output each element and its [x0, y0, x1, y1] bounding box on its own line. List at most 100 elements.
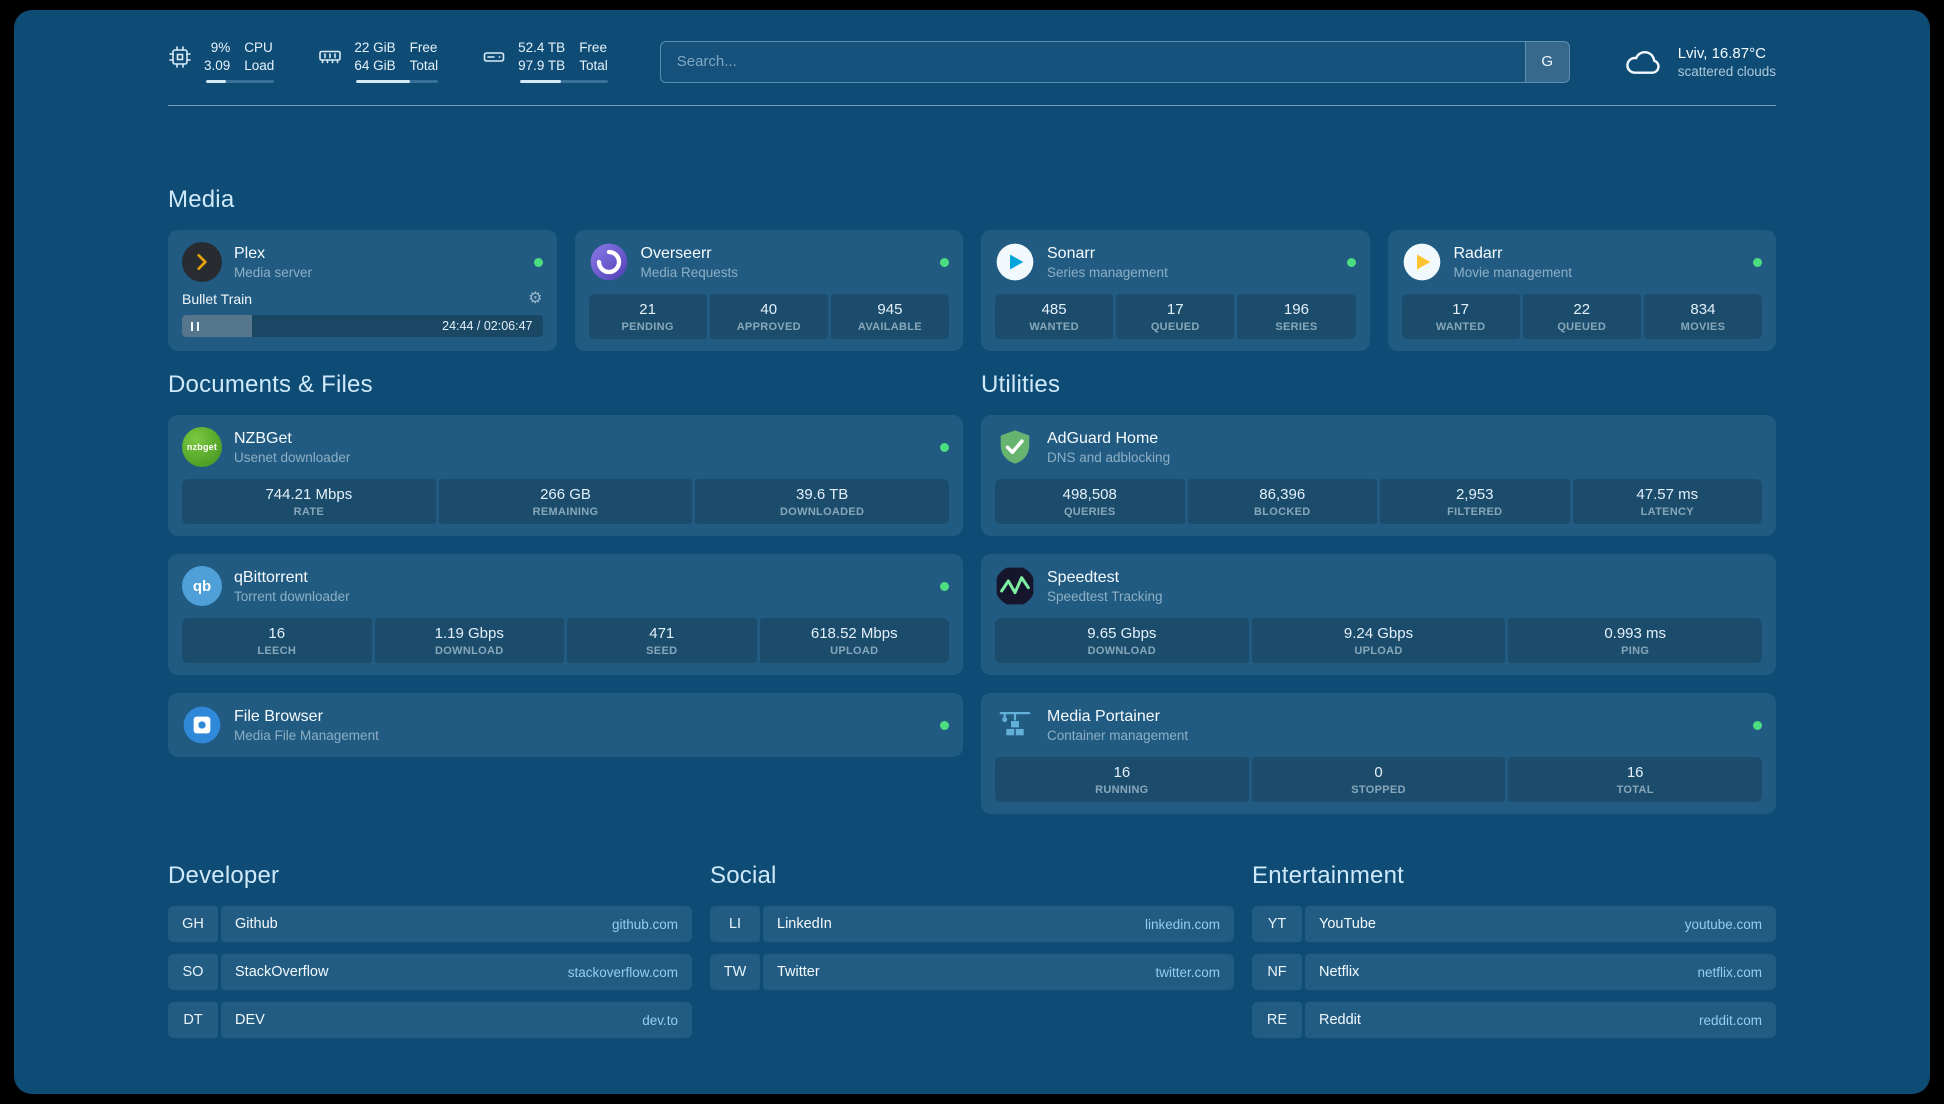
service-card-filebrowser[interactable]: File Browser Media File Management [168, 693, 963, 757]
service-name: File Browser [234, 707, 323, 725]
service-card-nzbget[interactable]: nzbget NZBGet Usenet downloader 744.21 M… [168, 415, 963, 536]
status-dot [1753, 257, 1762, 267]
topbar-divider [168, 105, 1776, 106]
bookmark-dev[interactable]: DT DEV dev.to [168, 1002, 692, 1038]
bookmark-domain: youtube.com [1684, 916, 1762, 932]
bookmarks-section: Developer GH Github github.com SO StackOv… [168, 862, 1776, 1074]
disk-total-label: Total [579, 58, 608, 73]
bookmark-abbr: TW [710, 954, 760, 990]
cpu-widget: 9% 3.09 CPU Load [168, 40, 275, 83]
bookmark-domain: twitter.com [1155, 964, 1220, 980]
playback-progress-bar[interactable]: 24:44 / 02:06:47 [182, 315, 543, 337]
service-description: DNS and adblocking [1047, 449, 1171, 465]
service-card-radarr[interactable]: Radarr Movie management 17 WANTED 22 QUEUE… [1387, 230, 1776, 351]
stat-block: 16 LEECH [182, 618, 372, 663]
now-playing-title: Bullet Train [182, 291, 253, 307]
service-name: Speedtest [1047, 568, 1120, 586]
adguard-icon [995, 427, 1035, 467]
service-description: Media Requests [640, 264, 739, 280]
stat-block: 39.6 TB DOWNLOADED [695, 479, 950, 524]
weather-widget: Lviv, 16.87°C scattered clouds [1622, 45, 1776, 79]
bookmark-domain: stackoverflow.com [567, 964, 678, 980]
stat-block: 471 SEED [567, 618, 757, 663]
service-card-qbittorrent[interactable]: qb qBittorrent Torrent downloader 16 LEEC… [168, 554, 963, 675]
status-dot [940, 442, 949, 452]
memory-free-label: Free [409, 40, 438, 55]
bookmark-domain: github.com [611, 916, 678, 932]
section-title-developer: Developer [168, 862, 280, 889]
service-card-adguard[interactable]: AdGuard Home DNS and adblocking 498,508 Q… [981, 415, 1776, 536]
memory-progress-bar [356, 79, 439, 83]
bookmark-abbr: GH [168, 906, 218, 942]
gear-icon[interactable]: ⚙ [528, 290, 543, 307]
service-description: Media server [234, 264, 313, 280]
bookmark-abbr: SO [168, 954, 218, 990]
filebrowser-icon [182, 705, 222, 745]
section-title-entertainment: Entertainment [1252, 862, 1405, 889]
weather-location: Lviv, 16.87°C [1677, 44, 1766, 62]
cpu-icon [169, 45, 191, 68]
service-name: Radarr [1453, 244, 1503, 262]
cpu-progress-bar [206, 79, 275, 83]
service-name: qBittorrent [234, 568, 308, 586]
stat-block: 21 PENDING [588, 294, 707, 339]
bookmark-reddit[interactable]: RE Reddit reddit.com [1252, 1002, 1776, 1038]
cpu-label: CPU [244, 40, 273, 55]
service-description: Media File Management [234, 727, 379, 743]
status-dot [940, 720, 949, 730]
service-name: Sonarr [1047, 244, 1096, 262]
status-dot [940, 581, 949, 591]
nzbget-icon: nzbget [182, 427, 222, 467]
bookmark-domain: dev.to [642, 1012, 678, 1028]
memory-total-value: 64 GiB [354, 58, 396, 73]
stat-block: 17 WANTED [1401, 294, 1520, 339]
service-description: Torrent downloader [234, 588, 350, 604]
bookmark-github[interactable]: GH Github github.com [168, 906, 692, 942]
bookmark-stackoverflow[interactable]: SO StackOverflow stackoverflow.com [168, 954, 692, 990]
portainer-icon [995, 705, 1035, 745]
bookmark-abbr: RE [1252, 1002, 1302, 1038]
bookmark-linkedin[interactable]: LI LinkedIn linkedin.com [710, 906, 1234, 942]
weather-condition: scattered clouds [1677, 63, 1776, 79]
service-description: Series management [1047, 264, 1168, 280]
service-name: NZBGet [234, 429, 292, 447]
service-card-overseerr[interactable]: Overseerr Media Requests 21 PENDING 40 APP… [574, 230, 963, 351]
stat-block: 16 TOTAL [1508, 757, 1763, 802]
disk-widget: 52.4 TB 97.9 TB Free Total [482, 40, 608, 83]
speedtest-icon [995, 566, 1035, 606]
bookmark-domain: reddit.com [1698, 1012, 1762, 1028]
service-card-sonarr[interactable]: Sonarr Series management 485 WANTED 17 QUE… [981, 230, 1370, 351]
dashboard-page: 9% 3.09 CPU Load 22 GiB 64 GiB [14, 10, 1930, 1094]
bookmark-netflix[interactable]: NF Netflix netflix.com [1252, 954, 1776, 990]
bookmark-name: Netflix [1319, 964, 1360, 980]
status-dot [940, 257, 949, 267]
documents-column: Documents & Files nzbget NZBGet Usenet d… [168, 371, 963, 757]
service-description: Speedtest Tracking [1047, 588, 1163, 604]
section-title-utilities: Utilities [981, 371, 1061, 398]
memory-widget: 22 GiB 64 GiB Free Total [318, 40, 439, 83]
bookmark-name: Github [235, 916, 278, 932]
search-box[interactable]: G [659, 40, 1570, 83]
service-card-speedtest[interactable]: Speedtest Speedtest Tracking 9.65 Gbps DO… [981, 554, 1776, 675]
stat-block: 618.52 Mbps UPLOAD [759, 618, 949, 663]
service-card-portainer[interactable]: Media Portainer Container management 16 R… [981, 693, 1776, 814]
qbittorrent-icon: qb [182, 566, 222, 606]
disk-total-value: 97.9 TB [518, 58, 566, 73]
load-label: Load [244, 58, 275, 73]
cloud-icon [1625, 50, 1660, 74]
stat-block: 9.24 Gbps UPLOAD [1251, 618, 1506, 663]
stat-block: 0.993 ms PING [1508, 618, 1763, 663]
service-description: Container management [1047, 727, 1189, 743]
bookmark-youtube[interactable]: YT YouTube youtube.com [1252, 906, 1776, 942]
stat-block: 196 SERIES [1237, 294, 1356, 339]
pause-icon[interactable] [191, 321, 199, 331]
stat-block: 47.57 ms LATENCY [1572, 479, 1762, 524]
service-card-plex[interactable]: Plex Media server Bullet Train ⚙ 24:44 /… [168, 230, 557, 351]
search-input[interactable] [660, 41, 1569, 82]
search-provider-button[interactable]: G [1524, 41, 1569, 82]
bookmark-abbr: DT [168, 1002, 218, 1038]
service-description: Usenet downloader [234, 449, 351, 465]
bookmark-abbr: YT [1252, 906, 1302, 942]
section-title-social: Social [710, 862, 777, 889]
bookmark-twitter[interactable]: TW Twitter twitter.com [710, 954, 1234, 990]
